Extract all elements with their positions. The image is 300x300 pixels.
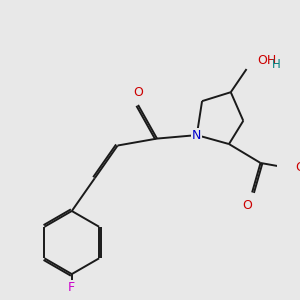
Text: O: O (242, 199, 252, 212)
Text: O: O (133, 86, 143, 99)
Text: F: F (68, 281, 75, 294)
Text: O: O (295, 161, 300, 174)
Text: N: N (192, 129, 202, 142)
Text: OH: OH (257, 54, 276, 67)
Text: H: H (272, 58, 280, 71)
